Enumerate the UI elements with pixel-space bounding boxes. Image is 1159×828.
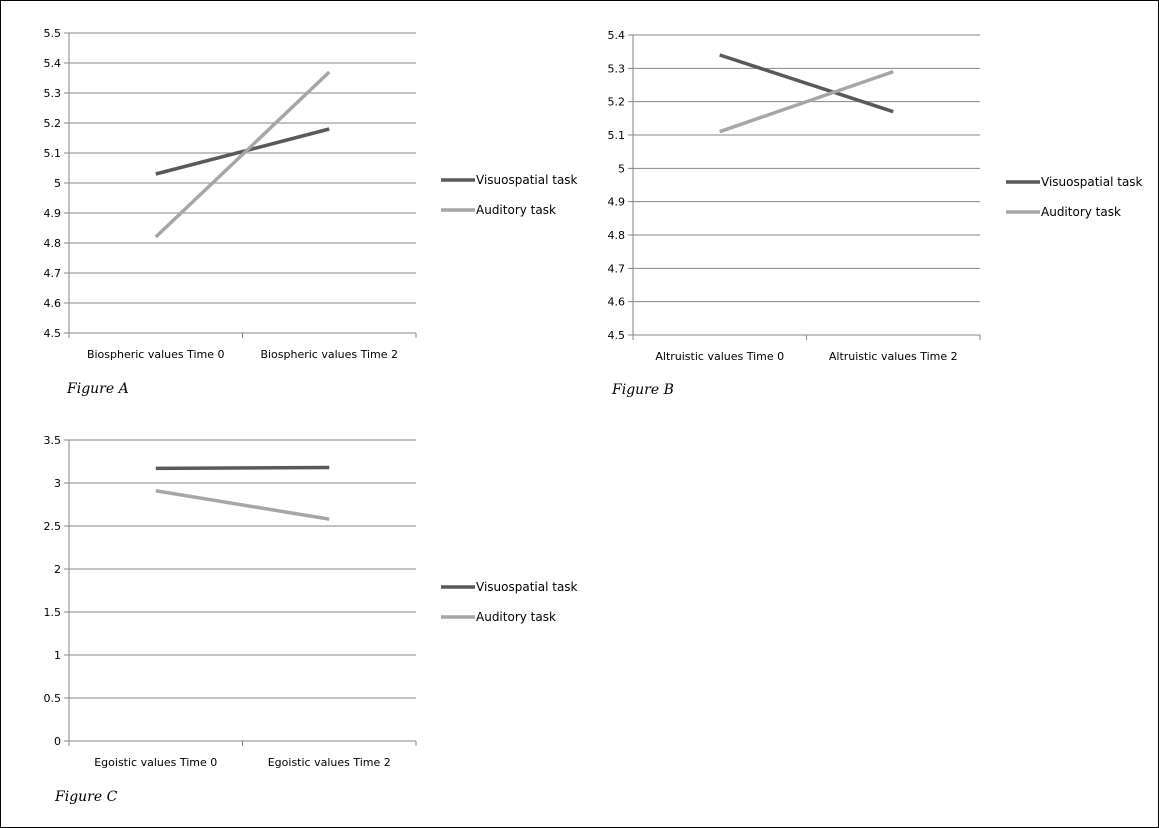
y-tick-label: 4.8 xyxy=(44,237,62,250)
x-category-label: Biospheric values Time 2 xyxy=(260,348,398,361)
chart-figure-a: 4.5 4.6 4.7 4.8 4.9 5 5.1 5.2 5.3 5.4 5.5 Biospheri… xyxy=(44,27,578,397)
y-tick-label: 5.3 xyxy=(44,87,62,100)
series-line-visuospatial xyxy=(155,465,330,471)
y-tick-label: 0 xyxy=(54,735,61,748)
y-tick-label: 4.5 xyxy=(44,327,62,340)
x-category-label: Biospheric values Time 0 xyxy=(87,348,225,361)
y-tick-label: 2.5 xyxy=(44,520,62,533)
x-category-label: Altruistic values Time 0 xyxy=(655,350,784,363)
y-tick-label: 5 xyxy=(618,162,625,175)
legend-label: Visuospatial task xyxy=(476,173,578,187)
series-line-visuospatial xyxy=(155,127,330,176)
y-tick-label: 3.5 xyxy=(44,434,62,447)
y-tick-label: 4.7 xyxy=(608,262,626,275)
y-tick-label: 5.4 xyxy=(608,29,626,42)
y-tick-label: 5.3 xyxy=(608,62,626,75)
legend-label: Auditory task xyxy=(476,203,556,217)
legend-label: Auditory task xyxy=(1041,205,1121,219)
series-line-auditory xyxy=(719,70,894,134)
legend-label: Visuospatial task xyxy=(476,580,578,594)
figure-caption: Figure A xyxy=(66,381,129,397)
y-tick-label: 4.7 xyxy=(44,267,62,280)
y-tick-label: 4.5 xyxy=(608,329,626,342)
y-tick-label: 2 xyxy=(54,563,61,576)
y-tick-label: 4.9 xyxy=(608,196,626,209)
y-tick-label: 5.1 xyxy=(44,147,62,160)
y-tick-label: 0.5 xyxy=(44,692,62,705)
chart-figure-c: 0 0.5 1 1.5 2 2.5 3 3.5 Egoistic values Time 0 Eg… xyxy=(44,434,578,805)
y-tick-label: 4.6 xyxy=(608,296,626,309)
legend-label: Auditory task xyxy=(476,610,556,624)
y-tick-label: 5.4 xyxy=(44,57,62,70)
y-tick-label: 5.2 xyxy=(44,117,62,130)
y-tick-label: 1.5 xyxy=(44,606,62,619)
y-tick-label: 5.5 xyxy=(44,27,62,40)
legend-label: Visuospatial task xyxy=(1041,175,1143,189)
x-category-label: Egoistic values Time 2 xyxy=(268,756,391,769)
x-category-label: Egoistic values Time 0 xyxy=(94,756,217,769)
series-line-auditory xyxy=(154,70,331,239)
y-tick-label: 3 xyxy=(54,477,61,490)
series-line-visuospatial xyxy=(719,53,894,114)
y-tick-label: 1 xyxy=(54,649,61,662)
chart-figure-b: 4.5 4.6 4.7 4.8 4.9 5 5.1 5.2 5.3 5.4 Altruistic v… xyxy=(608,29,1143,398)
y-tick-label: 4.9 xyxy=(44,207,62,220)
figure-caption: Figure B xyxy=(611,382,674,398)
figure-caption: Figure C xyxy=(54,789,118,805)
y-tick-label: 4.6 xyxy=(44,297,62,310)
y-tick-label: 5.2 xyxy=(608,96,626,109)
series-line-auditory xyxy=(155,489,330,521)
y-tick-label: 5.1 xyxy=(608,129,626,142)
x-category-label: Altruistic values Time 2 xyxy=(829,350,958,363)
y-tick-label: 4.8 xyxy=(608,229,626,242)
y-tick-label: 5 xyxy=(54,177,61,190)
